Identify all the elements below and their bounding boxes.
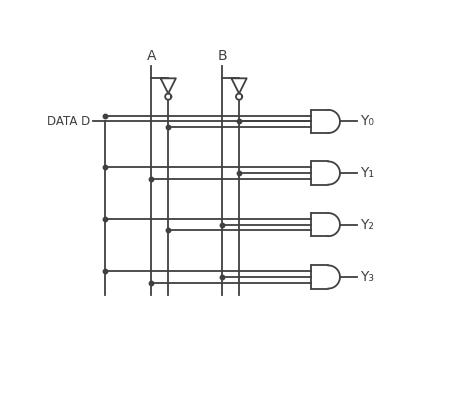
Text: Y₂: Y₂ [360,218,374,232]
Text: DATA D: DATA D [47,115,91,128]
Text: Y₃: Y₃ [360,270,374,284]
Text: Y₀: Y₀ [360,114,374,128]
Text: Y₁: Y₁ [360,166,374,180]
Text: B: B [217,49,227,63]
Text: A: A [146,49,156,63]
